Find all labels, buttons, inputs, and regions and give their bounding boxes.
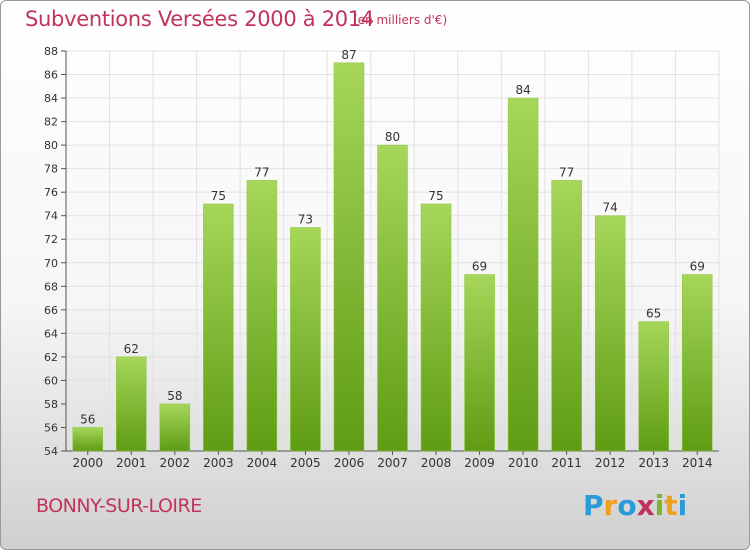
bar-2013 (638, 321, 669, 452)
data-label: 56 (80, 412, 95, 426)
x-tick-label: 2008 (421, 456, 452, 470)
labels: 56 2000 62 2001 58 2002 75 2003 77 2004 73 2005 87 20… (72, 48, 712, 470)
bar-2010 (507, 97, 539, 452)
x-tick-label: 2004 (247, 456, 278, 470)
y-tick-label: 70 (44, 257, 58, 270)
x-tick-label: 2001 (116, 456, 147, 470)
x-tick-label: 2002 (160, 456, 191, 470)
bar-2003 (203, 203, 234, 452)
bar-2004 (246, 180, 278, 452)
bars (72, 62, 713, 452)
logo-letter: x (636, 489, 655, 522)
data-label: 80 (385, 130, 400, 144)
x-tick-label: 2003 (203, 456, 234, 470)
x-tick-label: 2010 (508, 456, 539, 470)
bar-2011 (551, 180, 582, 452)
data-label: 74 (603, 201, 618, 215)
bar-2001 (116, 356, 147, 452)
data-label: 65 (646, 307, 661, 321)
bar-2000 (72, 427, 104, 452)
data-label: 69 (690, 260, 705, 274)
x-tick-label: 2011 (551, 456, 582, 470)
x-tick-label: 2014 (682, 456, 713, 470)
y-tick-label: 64 (44, 327, 58, 340)
y-tick-label: 76 (44, 186, 58, 199)
logo-letter: t (664, 489, 678, 522)
x-tick-label: 2006 (334, 456, 365, 470)
commune-name: BONNY-SUR-LOIRE (36, 495, 202, 517)
logo-letter: i (654, 489, 665, 522)
bar-2002 (159, 403, 191, 452)
proxiti-logo: Proxiti (583, 489, 687, 522)
logo-letter: r (603, 489, 618, 522)
x-tick-label: 2013 (638, 456, 669, 470)
logo-letter: P (583, 489, 604, 522)
y-tick-label: 54 (44, 445, 58, 458)
data-label: 62 (124, 342, 139, 356)
y-tick-label: 66 (44, 304, 58, 317)
y-tick-label: 88 (44, 45, 58, 58)
bar-2008 (420, 203, 452, 452)
data-label: 87 (341, 48, 356, 62)
bar-2005 (290, 227, 321, 452)
data-label: 77 (559, 165, 574, 179)
bar-2014 (681, 274, 713, 452)
data-label: 73 (298, 212, 313, 226)
y-tick-label: 78 (44, 163, 58, 176)
x-tick-label: 2012 (595, 456, 626, 470)
y-tick-label: 68 (44, 280, 58, 293)
bar-2009 (464, 274, 495, 452)
bar-2012 (594, 215, 626, 452)
y-tick-label: 80 (44, 139, 58, 152)
y-tick-label: 62 (44, 351, 58, 364)
y-tick-label: 86 (44, 69, 58, 82)
y-tick-label: 72 (44, 233, 58, 246)
bar-2007 (377, 144, 408, 452)
data-label: 75 (211, 189, 226, 203)
x-tick-label: 2005 (290, 456, 321, 470)
logo-letter: i (677, 489, 688, 522)
data-label: 77 (254, 165, 269, 179)
data-label: 58 (167, 389, 182, 403)
data-label: 69 (472, 260, 487, 274)
bar-2006 (333, 62, 365, 452)
chart-title: Subventions Versées 2000 à 2014 (25, 7, 374, 31)
y-tick-label: 74 (44, 210, 58, 223)
y-tick-label: 84 (44, 92, 58, 105)
y-tick-label: 56 (44, 421, 58, 434)
data-label: 75 (428, 189, 443, 203)
y-tick-label: 58 (44, 398, 58, 411)
y-tick-label: 60 (44, 374, 58, 387)
x-tick-label: 2009 (464, 456, 495, 470)
y-tick-label: 82 (44, 116, 58, 129)
chart-subtitle: (en milliers d'€) (353, 13, 448, 27)
logo-letter: o (617, 489, 637, 522)
data-label: 84 (515, 83, 530, 97)
x-tick-label: 2000 (72, 456, 103, 470)
x-tick-label: 2007 (377, 456, 408, 470)
